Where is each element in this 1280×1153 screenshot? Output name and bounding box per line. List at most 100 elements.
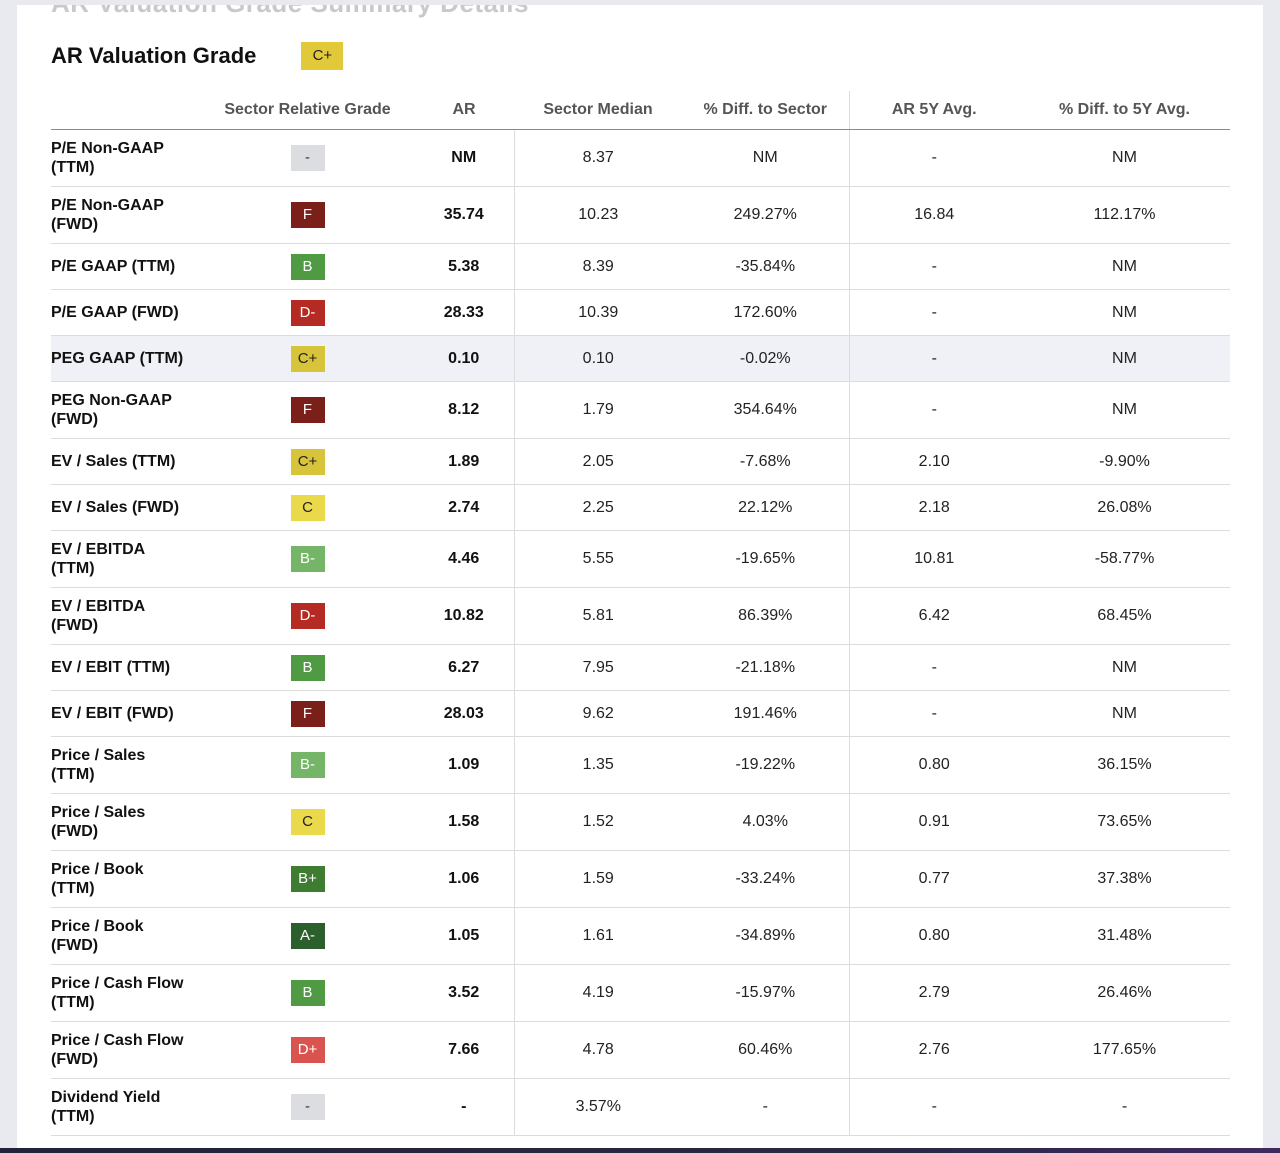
table-row: P/E Non-GAAP (FWD) F 35.74 10.23 249.27% 16.8… [51,186,1230,244]
ar-value: 6.27 [414,644,515,691]
sector-median-value: 9.62 [514,690,682,737]
ar-5y-value: 2.79 [849,964,1019,1022]
diff-5y-value: 36.15% [1019,736,1230,794]
sector-median-value: 2.25 [514,484,682,531]
metric-name: PEG GAAP (TTM) [51,335,201,382]
ar-5y-value: 0.80 [849,736,1019,794]
metric-name: EV / EBITDA (FWD) [51,587,201,645]
diff-5y-value: 26.46% [1019,964,1230,1022]
sector-median-value: 8.37 [514,129,682,187]
ar-5y-value: - [849,243,1019,290]
diff-5y-value: NM [1019,243,1230,290]
ar-5y-value: - [849,644,1019,691]
diff-sector-value: 249.27% [682,186,850,244]
ar-5y-value: 0.91 [849,793,1019,851]
grade-badge: B [290,654,325,681]
table-row: Price / Sales (TTM) B- 1.09 1.35 -19.22% 0.80… [51,736,1230,794]
valuation-table: Sector Relative Grade AR Sector Median %… [51,91,1230,1136]
ar-value: 28.33 [414,289,515,336]
ar-5y-value: - [849,289,1019,336]
grade-cell: B [201,243,414,290]
diff-sector-value: -19.65% [682,530,850,588]
grade-badge: D- [290,603,325,629]
diff-sector-value: -21.18% [682,644,850,691]
sector-median-value: 10.39 [514,289,682,336]
sector-median-value: 1.61 [514,907,682,965]
diff-5y-value: 26.08% [1019,484,1230,531]
table-row: Price / Cash Flow (FWD) D+ 7.66 4.78 60.46% 2… [51,1021,1230,1079]
ar-5y-value: 0.80 [849,907,1019,965]
grade-badge: - [290,1094,325,1120]
sector-median-value: 1.35 [514,736,682,794]
sector-median-value: 4.19 [514,964,682,1022]
diff-sector-value: -19.22% [682,736,850,794]
grade-badge: F [290,700,325,727]
sector-median-value: 5.81 [514,587,682,645]
diff-sector-value: - [682,1078,850,1136]
grade-cell: C+ [201,335,414,382]
overall-grade-badge: C+ [301,42,344,70]
grade-badge: C [290,809,325,835]
ar-5y-value: - [849,335,1019,382]
diff-5y-value: - [1019,1078,1230,1136]
ar-value: 2.74 [414,484,515,531]
sector-median-value: 1.52 [514,793,682,851]
diff-sector-value: 60.46% [682,1021,850,1079]
grade-cell: B+ [201,850,414,908]
ar-value: 35.74 [414,186,515,244]
col-header-ar-5y: AR 5Y Avg. [849,91,1019,130]
ar-value: NM [414,129,515,187]
diff-5y-value: 31.48% [1019,907,1230,965]
grade-cell: C+ [201,438,414,485]
ar-value: 1.05 [414,907,515,965]
diff-sector-value: 172.60% [682,289,850,336]
ar-value: 0.10 [414,335,515,382]
metric-name: EV / EBITDA (TTM) [51,530,201,588]
sector-median-value: 5.55 [514,530,682,588]
diff-5y-value: NM [1019,381,1230,439]
metric-name: P/E GAAP (TTM) [51,243,201,290]
table-row: Price / Sales (FWD) C 1.58 1.52 4.03% 0.91 73.… [51,793,1230,851]
diff-5y-value: NM [1019,129,1230,187]
sector-median-value: 8.39 [514,243,682,290]
diff-sector-value: -33.24% [682,850,850,908]
grade-cell: B- [201,736,414,794]
ar-5y-value: 2.10 [849,438,1019,485]
grade-cell: B- [201,530,414,588]
ar-5y-value: - [849,690,1019,737]
diff-sector-value: -35.84% [682,243,850,290]
metric-name: Price / Cash Flow (FWD) [51,1021,201,1079]
diff-5y-value: NM [1019,690,1230,737]
diff-sector-value: 354.64% [682,381,850,439]
diff-sector-value: 191.46% [682,690,850,737]
sector-median-value: 4.78 [514,1021,682,1079]
table-row: PEG Non-GAAP (FWD) F 8.12 1.79 354.64% - NM [51,381,1230,439]
table-row: EV / Sales (FWD) C 2.74 2.25 22.12% 2.18 26.08… [51,484,1230,531]
metric-name: Dividend Yield (TTM) [51,1078,201,1136]
col-header-diff-5y: % Diff. to 5Y Avg. [1019,91,1230,130]
metric-name: P/E GAAP (FWD) [51,289,201,336]
diff-5y-value: NM [1019,289,1230,336]
table-row: P/E GAAP (TTM) B 5.38 8.39 -35.84% - NM [51,243,1230,290]
diff-sector-value: 86.39% [682,587,850,645]
diff-sector-value: -34.89% [682,907,850,965]
sector-median-value: 1.59 [514,850,682,908]
metric-name: Price / Book (FWD) [51,907,201,965]
grade-badge: A- [290,923,325,949]
grade-cell: C [201,484,414,531]
ar-value: 1.58 [414,793,515,851]
sector-median-value: 0.10 [514,335,682,382]
metric-name: P/E Non-GAAP (FWD) [51,186,201,244]
diff-sector-value: -7.68% [682,438,850,485]
table-row: Price / Cash Flow (TTM) B 3.52 4.19 -15.97% 2… [51,964,1230,1022]
grade-badge: B+ [290,866,325,892]
diff-5y-value: -9.90% [1019,438,1230,485]
grade-badge: B- [290,752,325,778]
table-row: EV / EBITDA (TTM) B- 4.46 5.55 -19.65% 10.81-… [51,530,1230,588]
diff-5y-value: 68.45% [1019,587,1230,645]
table-header-row: Sector Relative Grade AR Sector Median %… [51,91,1230,130]
grade-badge: B [290,980,325,1006]
grade-badge: D+ [290,1037,325,1063]
diff-5y-value: NM [1019,644,1230,691]
col-header-sector-grade: Sector Relative Grade [201,91,414,130]
